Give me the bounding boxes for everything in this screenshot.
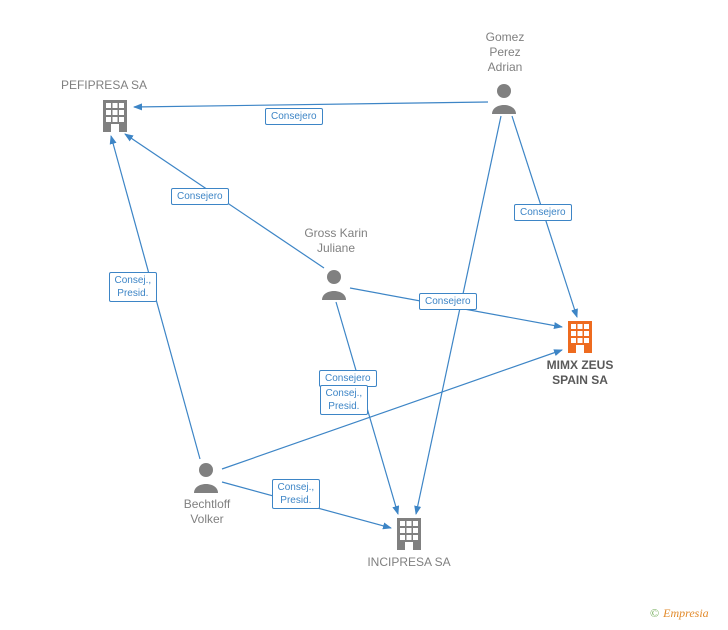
edge-label: Consej., Presid. (109, 272, 158, 302)
edge-line (416, 116, 501, 514)
node-label: Gomez Perez Adrian (465, 30, 545, 75)
building-icon (394, 516, 424, 555)
edge-label: Consejero (419, 293, 477, 310)
edge-label: Consej., Presid. (272, 479, 321, 509)
node-label: PEFIPRESA SA (49, 78, 159, 93)
node-label: INCIPRESA SA (354, 555, 464, 570)
edge-label: Consejero (319, 370, 377, 387)
person-icon (319, 268, 349, 305)
edge-label: Consejero (514, 204, 572, 221)
copyright-symbol: © (650, 606, 659, 620)
edge-label: Consej., Presid. (320, 385, 369, 415)
edge-label: Consejero (265, 108, 323, 125)
edge-canvas (0, 0, 728, 630)
node-label: MIMX ZEUS SPAIN SA (530, 358, 630, 388)
edge-line (222, 350, 562, 469)
edge-line (134, 102, 488, 107)
edge-label: Consejero (171, 188, 229, 205)
node-label: Gross Karin Juliane (286, 226, 386, 256)
person-icon (191, 461, 221, 498)
building-icon (100, 98, 130, 137)
copyright: © Empresia (650, 606, 709, 621)
building-icon (565, 319, 595, 358)
copyright-text: Empresia (663, 606, 709, 620)
node-label: Bechtloff Volker (167, 497, 247, 527)
person-icon (489, 82, 519, 119)
